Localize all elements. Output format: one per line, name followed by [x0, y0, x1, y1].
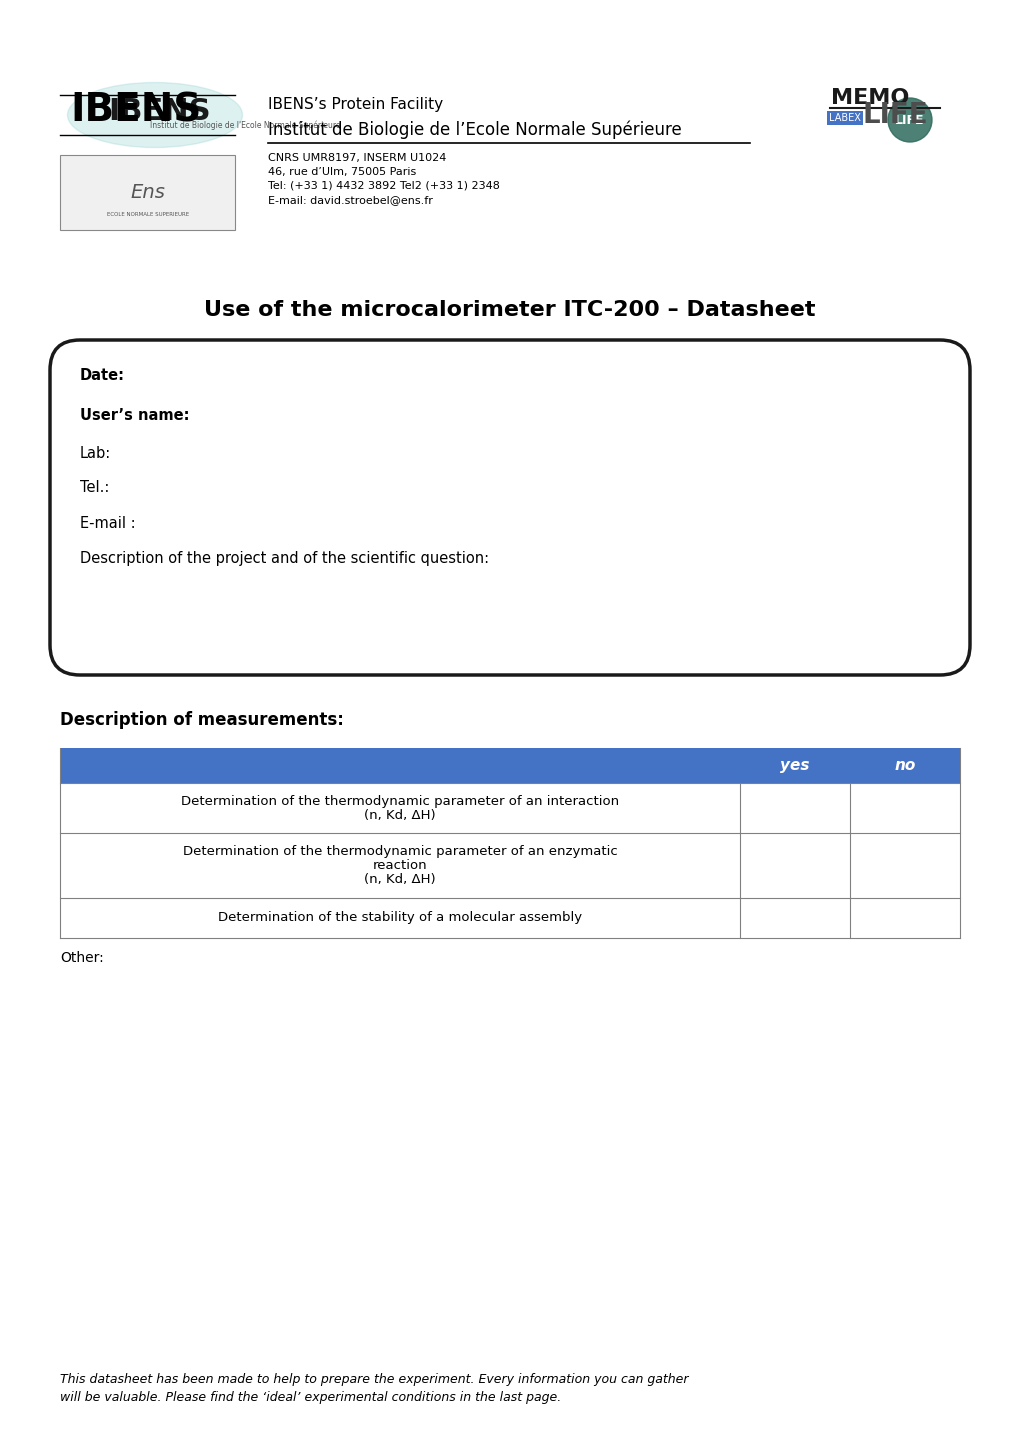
Text: Determination of the thermodynamic parameter of an enzymatic: Determination of the thermodynamic param…: [182, 846, 616, 859]
Text: This datasheet has been made to help to prepare the experiment. Every informatio: This datasheet has been made to help to …: [60, 1374, 688, 1387]
Text: Determination of the thermodynamic parameter of an interaction: Determination of the thermodynamic param…: [180, 795, 619, 808]
Text: User’s name:: User’s name:: [79, 407, 190, 423]
Text: (n, Kd, ΔH): (n, Kd, ΔH): [364, 873, 435, 886]
Ellipse shape: [67, 82, 243, 147]
Text: Use of the microcalorimeter ITC-200 – Datasheet: Use of the microcalorimeter ITC-200 – Da…: [204, 300, 815, 320]
FancyBboxPatch shape: [60, 898, 959, 938]
Text: Description of the project and of the scientific question:: Description of the project and of the sc…: [79, 550, 489, 566]
Text: no: no: [894, 758, 915, 773]
Text: LIFE: LIFE: [895, 114, 924, 127]
FancyBboxPatch shape: [60, 154, 234, 229]
Text: IBENS: IBENS: [108, 97, 210, 126]
Text: IBENS’s Protein Facility: IBENS’s Protein Facility: [268, 98, 442, 113]
Text: will be valuable. Please find the ‘ideal’ experimental conditions in the last pa: will be valuable. Please find the ‘ideal…: [60, 1391, 560, 1404]
Text: Determination of the stability of a molecular assembly: Determination of the stability of a mole…: [218, 912, 582, 925]
FancyBboxPatch shape: [60, 747, 959, 784]
Text: yes: yes: [780, 758, 809, 773]
Text: MEMO: MEMO: [830, 88, 908, 108]
FancyBboxPatch shape: [60, 784, 959, 833]
Text: Lab:: Lab:: [79, 446, 111, 460]
Text: Institut de Biologie de l’Ecole Normale Supérieure: Institut de Biologie de l’Ecole Normale …: [268, 121, 681, 140]
Text: Tel: (+33 1) 4432 3892 Tel2 (+33 1) 2348: Tel: (+33 1) 4432 3892 Tel2 (+33 1) 2348: [268, 180, 499, 190]
Text: 46, rue d’Ulm, 75005 Paris: 46, rue d’Ulm, 75005 Paris: [268, 167, 416, 177]
Text: E-mail: david.stroebel@ens.fr: E-mail: david.stroebel@ens.fr: [268, 195, 432, 205]
FancyBboxPatch shape: [50, 341, 969, 675]
Text: (n, Kd, ΔH): (n, Kd, ΔH): [364, 808, 435, 821]
Text: ECOLE NORMALE SUPERIEURE: ECOLE NORMALE SUPERIEURE: [107, 212, 189, 218]
Text: reaction: reaction: [372, 859, 427, 872]
Text: IBENS: IBENS: [70, 91, 201, 128]
Text: Ens: Ens: [130, 182, 165, 202]
Text: CNRS UMR8197, INSERM U1024: CNRS UMR8197, INSERM U1024: [268, 153, 446, 163]
Text: Description of measurements:: Description of measurements:: [60, 711, 343, 729]
Text: Tel.:: Tel.:: [79, 481, 109, 495]
Text: E-mail :: E-mail :: [79, 515, 136, 531]
Text: Other:: Other:: [60, 951, 104, 965]
Text: Date:: Date:: [79, 368, 125, 382]
FancyBboxPatch shape: [60, 833, 959, 898]
Text: LIFE: LIFE: [861, 101, 927, 128]
Circle shape: [888, 98, 931, 141]
Text: Institut de Biologie de l'Ecole Normale Supérieure: Institut de Biologie de l'Ecole Normale …: [150, 120, 340, 130]
Text: LABEX: LABEX: [828, 113, 860, 123]
